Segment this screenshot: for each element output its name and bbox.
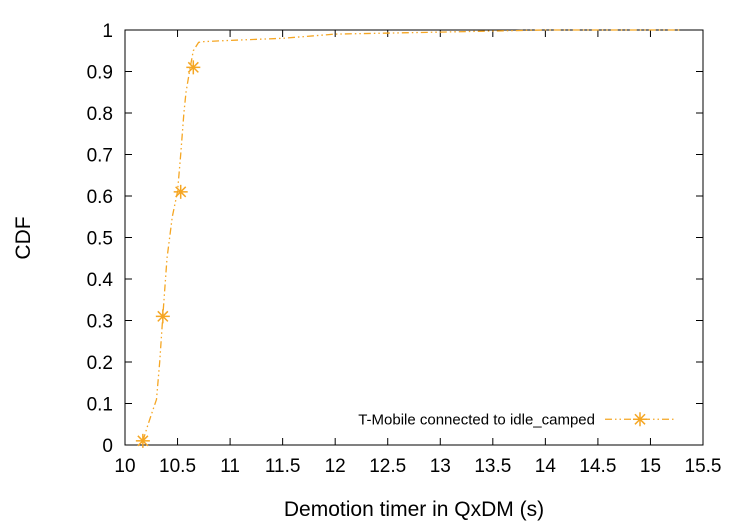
- y-tick-label: 0.6: [87, 187, 113, 208]
- x-tick-label: 13: [430, 456, 451, 477]
- y-tick-label: 0.3: [87, 312, 113, 333]
- x-tick-label: 14: [535, 456, 557, 477]
- y-tick-label: 0.1: [87, 395, 113, 416]
- data-point-marker: [155, 309, 170, 324]
- x-tick-label: 12.5: [369, 456, 406, 477]
- x-tick-label: 10.5: [159, 456, 196, 477]
- data-point-marker: [186, 60, 201, 75]
- legend-marker-sample: [633, 412, 647, 427]
- x-tick-label: 12: [325, 456, 346, 477]
- x-tick-label: 13.5: [474, 456, 511, 477]
- legend-label: T-Mobile connected to idle_camped: [358, 411, 595, 428]
- y-tick-label: 0.5: [87, 229, 113, 250]
- legend: T-Mobile connected to idle_camped: [358, 411, 675, 428]
- plot-frame: [124, 29, 704, 446]
- data-point-marker: [173, 184, 188, 199]
- data-point-marker: [135, 433, 150, 448]
- x-tick-label: 15.5: [685, 456, 722, 477]
- x-tick-label: 14.5: [579, 456, 616, 477]
- y-tick-label: 1: [102, 21, 113, 42]
- y-tick-label: 0: [102, 436, 113, 457]
- series-line: [142, 29, 682, 442]
- y-tick-label: 0.8: [87, 104, 113, 125]
- y-axis-title: CDF: [12, 216, 35, 259]
- x-tick-label: 11: [220, 456, 240, 477]
- y-tick-label: 0.4: [87, 270, 114, 291]
- series-layer: [135, 29, 682, 448]
- x-axis-title: Demotion timer in QxDM (s): [284, 498, 544, 521]
- y-tick-label: 0.2: [87, 353, 113, 374]
- axes: 10 10.5 11 11.5 12 12.5 13 13.5 14 14.5 15 15.500.1…: [87, 21, 722, 477]
- y-tick-label: 0.7: [87, 146, 113, 167]
- x-tick-label: 15: [640, 456, 661, 477]
- x-tick-label: 11.5: [265, 456, 301, 477]
- y-tick-label: 0.9: [87, 63, 113, 84]
- x-tick-label: 10: [114, 456, 135, 477]
